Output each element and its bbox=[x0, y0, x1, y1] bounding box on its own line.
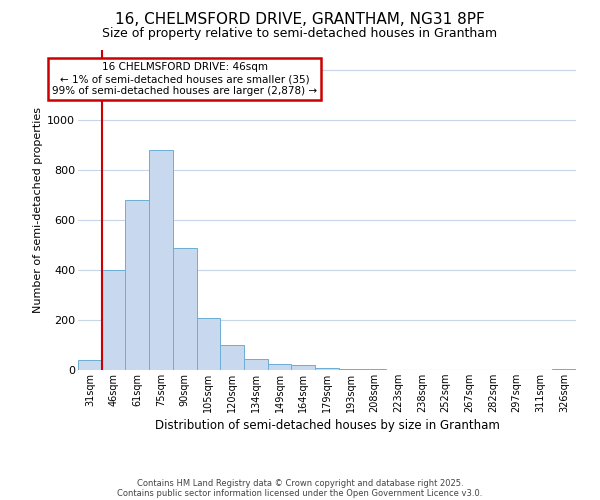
Bar bbox=[315, 368, 339, 370]
Bar bbox=[149, 150, 173, 370]
Bar bbox=[292, 365, 315, 370]
Y-axis label: Number of semi-detached properties: Number of semi-detached properties bbox=[33, 107, 43, 313]
Text: 16 CHELMSFORD DRIVE: 46sqm
← 1% of semi-detached houses are smaller (35)
99% of : 16 CHELMSFORD DRIVE: 46sqm ← 1% of semi-… bbox=[52, 62, 317, 96]
Text: Contains public sector information licensed under the Open Government Licence v3: Contains public sector information licen… bbox=[118, 488, 482, 498]
Bar bbox=[268, 364, 292, 370]
Bar bbox=[78, 360, 102, 370]
Bar bbox=[552, 369, 576, 370]
Bar bbox=[220, 345, 244, 370]
Text: Contains HM Land Registry data © Crown copyright and database right 2025.: Contains HM Land Registry data © Crown c… bbox=[137, 478, 463, 488]
Text: Size of property relative to semi-detached houses in Grantham: Size of property relative to semi-detach… bbox=[103, 28, 497, 40]
Bar bbox=[244, 359, 268, 370]
Bar bbox=[125, 200, 149, 370]
Bar bbox=[197, 318, 220, 370]
Text: 16, CHELMSFORD DRIVE, GRANTHAM, NG31 8PF: 16, CHELMSFORD DRIVE, GRANTHAM, NG31 8PF bbox=[115, 12, 485, 28]
Bar bbox=[362, 369, 386, 370]
X-axis label: Distribution of semi-detached houses by size in Grantham: Distribution of semi-detached houses by … bbox=[155, 419, 499, 432]
Bar bbox=[339, 369, 362, 370]
Bar bbox=[173, 248, 197, 370]
Bar bbox=[102, 270, 125, 370]
